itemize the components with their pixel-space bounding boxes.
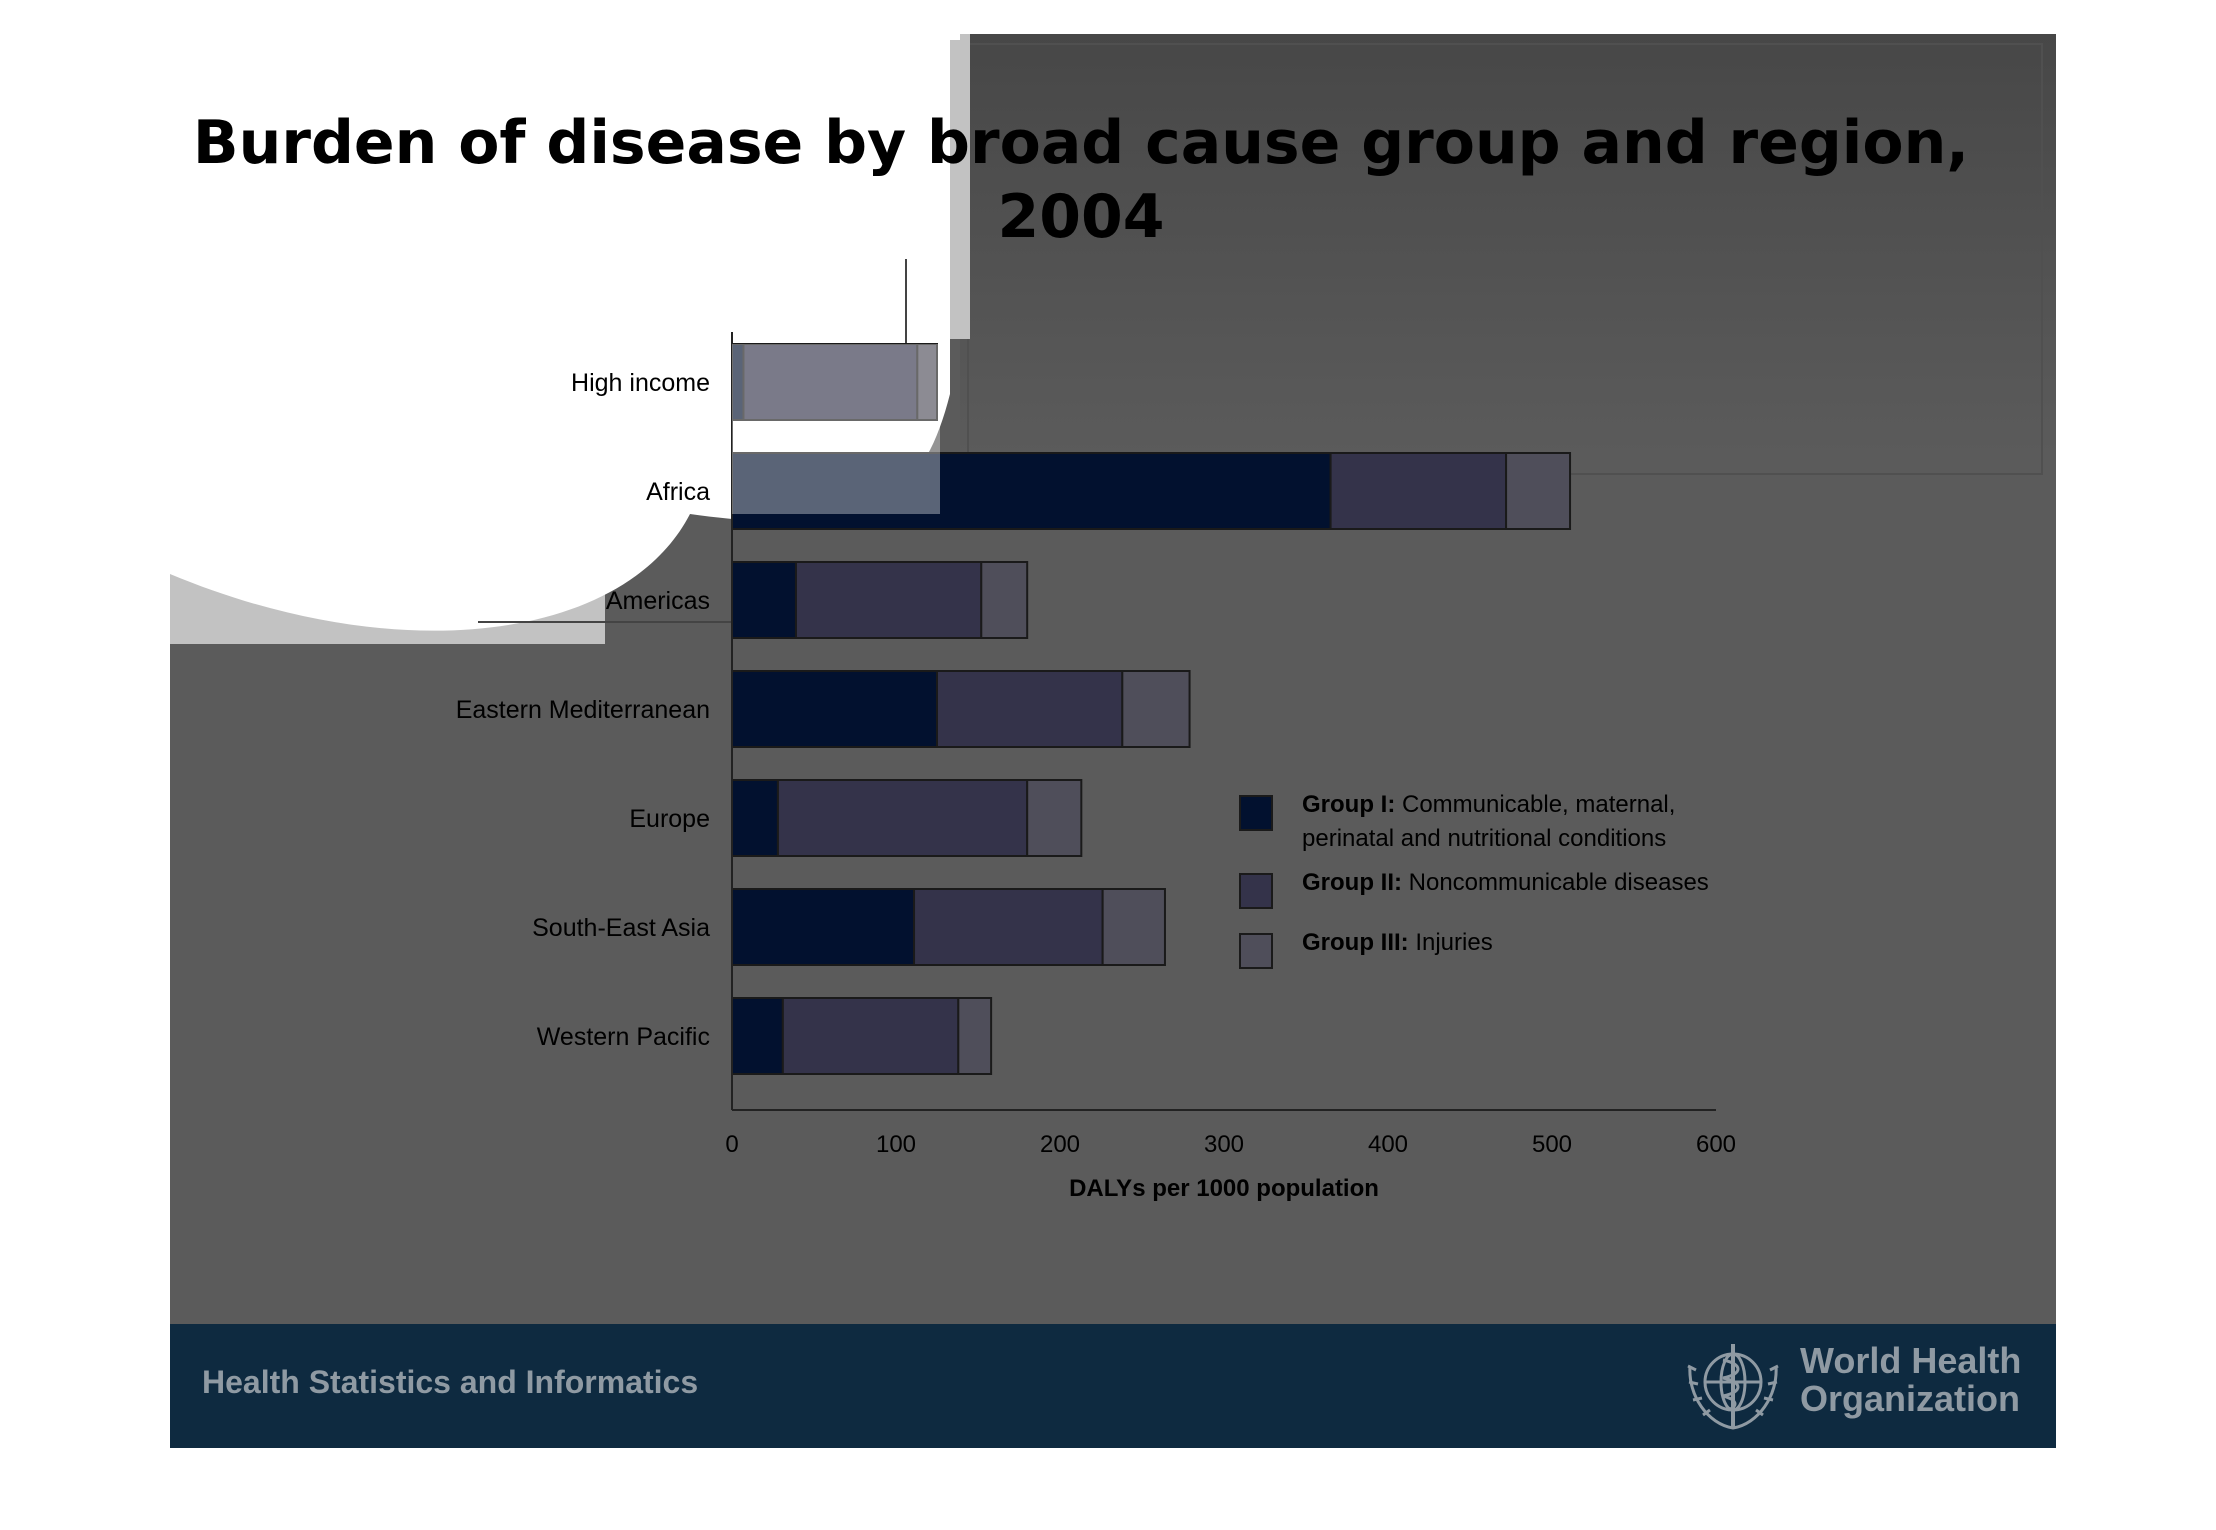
bar-western-pacific-group1	[731, 997, 784, 1075]
bar-africa-group1	[731, 452, 1332, 530]
x-tick-label: 0	[725, 1131, 738, 1158]
legend: Group I: Communicable, maternal, perinata…	[1239, 791, 1709, 969]
legend-label-group1: Group I: Communicable, maternal, perinata…	[1302, 791, 1675, 852]
org-name: World Health Organization	[1800, 1342, 2021, 1418]
bar-eastern-mediterranean-group2	[936, 670, 1124, 748]
highlight-overlay-high-income	[732, 344, 940, 514]
legend-swatch-group3	[1239, 933, 1273, 969]
org-name-line1: World Health	[1800, 1340, 2022, 1381]
category-label: Western Pacific	[537, 1023, 710, 1051]
slide-title: Burden of disease by broad cause group a…	[192, 108, 1970, 252]
bars-layer	[731, 343, 1572, 1075]
bar-south-east-asia-group3	[1101, 888, 1166, 966]
x-tick-label: 600	[1696, 1131, 1736, 1158]
category-label: High income	[571, 369, 710, 397]
bar-africa-group2	[1329, 452, 1508, 530]
legend-label-group2: Group II: Noncommunicable diseases	[1302, 869, 1709, 896]
x-axis-ticks: 0 100 200 300 400 500 600	[725, 1131, 1736, 1158]
category-label: Africa	[646, 478, 710, 506]
bar-europe-group2	[776, 779, 1029, 857]
bar-africa-group3	[1505, 452, 1572, 530]
bar-south-east-asia-group2	[913, 888, 1104, 966]
bar-high-income-group3	[916, 343, 939, 421]
org-name-line2: Organization	[1800, 1378, 2021, 1419]
chart: High income Africa Americas Eastern Mediter…	[456, 332, 1736, 1202]
legend-label-group3: Group III: Injuries	[1302, 929, 1493, 956]
bar-americas-group2	[794, 561, 983, 639]
bar-south-east-asia-group1	[731, 888, 916, 966]
x-tick-label: 500	[1532, 1131, 1572, 1158]
slide-decoration	[170, 34, 2056, 644]
bar-europe-group1	[731, 779, 779, 857]
who-emblem-icon	[1687, 1344, 1779, 1430]
x-tick-label: 200	[1040, 1131, 1080, 1158]
bar-eastern-mediterranean-group1	[731, 670, 938, 748]
bar-eastern-mediterranean-group3	[1121, 670, 1191, 748]
category-labels: High income Africa Americas Eastern Mediter…	[456, 369, 710, 1051]
bar-high-income-group2	[742, 343, 919, 421]
category-label: South-East Asia	[532, 914, 710, 942]
x-tick-label: 300	[1204, 1131, 1244, 1158]
bar-western-pacific-group2	[781, 997, 960, 1075]
category-label: Americas	[606, 587, 710, 615]
white-strip	[170, 34, 960, 40]
bar-americas-group3	[980, 561, 1029, 639]
bar-americas-group1	[731, 561, 797, 639]
legend-swatch-group2	[1239, 873, 1273, 909]
x-tick-label: 400	[1368, 1131, 1408, 1158]
top-right-gradient-panel	[960, 34, 2056, 454]
footer-text: Health Statistics and Informatics	[202, 1364, 699, 1400]
legend-swatch-group1	[1239, 795, 1273, 831]
category-label: Eastern Mediterranean	[456, 696, 710, 724]
slide: Burden of disease by broad cause group a…	[170, 34, 2056, 1448]
x-tick-label: 100	[876, 1131, 916, 1158]
x-axis-label: DALYs per 1000 population	[1069, 1175, 1379, 1202]
bar-europe-group3	[1026, 779, 1083, 857]
category-label: Europe	[629, 805, 710, 833]
bar-western-pacific-group3	[957, 997, 993, 1075]
footer-bar: Health Statistics and Informatics World …	[170, 1324, 2056, 1448]
